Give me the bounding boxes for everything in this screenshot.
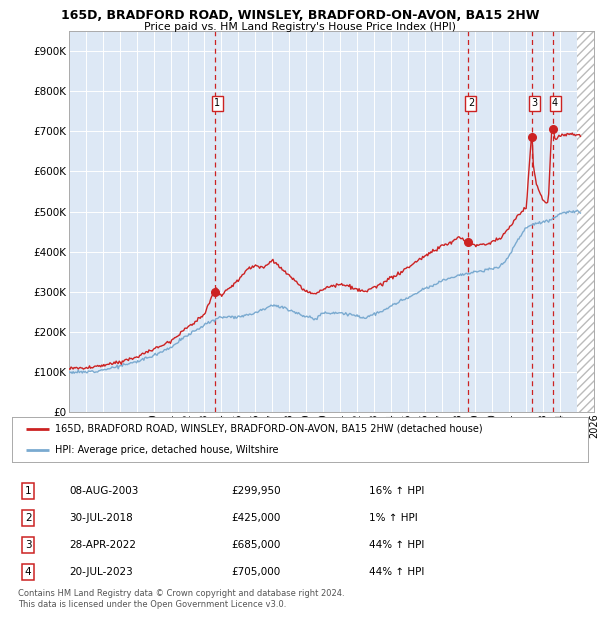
Text: 30-JUL-2018: 30-JUL-2018 (70, 513, 133, 523)
Text: 44% ↑ HPI: 44% ↑ HPI (369, 567, 424, 577)
Text: 08-AUG-2003: 08-AUG-2003 (70, 485, 139, 496)
Text: 20-JUL-2023: 20-JUL-2023 (70, 567, 133, 577)
Text: 165D, BRADFORD ROAD, WINSLEY, BRADFORD-ON-AVON, BA15 2HW: 165D, BRADFORD ROAD, WINSLEY, BRADFORD-O… (61, 9, 539, 22)
Text: £705,000: £705,000 (231, 567, 280, 577)
Text: 44% ↑ HPI: 44% ↑ HPI (369, 540, 424, 550)
Bar (577, 31, 594, 412)
Text: 3: 3 (25, 540, 31, 550)
Text: 4: 4 (25, 567, 31, 577)
Text: This data is licensed under the Open Government Licence v3.0.: This data is licensed under the Open Gov… (18, 600, 286, 609)
Text: Contains HM Land Registry data © Crown copyright and database right 2024.: Contains HM Land Registry data © Crown c… (18, 589, 344, 598)
Text: 1% ↑ HPI: 1% ↑ HPI (369, 513, 418, 523)
Text: 165D, BRADFORD ROAD, WINSLEY, BRADFORD-ON-AVON, BA15 2HW (detached house): 165D, BRADFORD ROAD, WINSLEY, BRADFORD-O… (55, 424, 483, 434)
Text: HPI: Average price, detached house, Wiltshire: HPI: Average price, detached house, Wilt… (55, 445, 278, 455)
Text: 28-APR-2022: 28-APR-2022 (70, 540, 137, 550)
Text: £299,950: £299,950 (231, 485, 281, 496)
Text: 2: 2 (25, 513, 31, 523)
Text: 1: 1 (25, 485, 31, 496)
Text: £685,000: £685,000 (231, 540, 280, 550)
Text: 1: 1 (214, 98, 220, 108)
Text: 4: 4 (552, 98, 558, 108)
Text: 2: 2 (468, 98, 474, 108)
Text: 3: 3 (532, 98, 538, 108)
Text: £425,000: £425,000 (231, 513, 280, 523)
Text: Price paid vs. HM Land Registry's House Price Index (HPI): Price paid vs. HM Land Registry's House … (144, 22, 456, 32)
Text: 16% ↑ HPI: 16% ↑ HPI (369, 485, 424, 496)
